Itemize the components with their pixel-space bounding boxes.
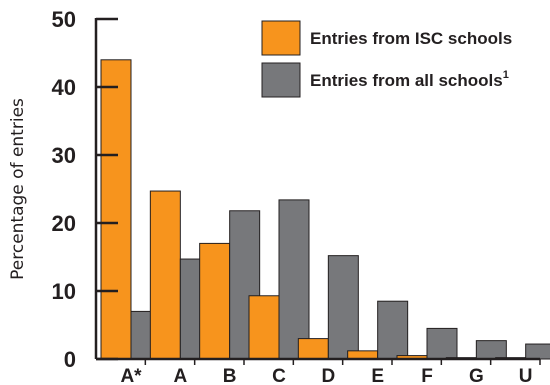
x-ticks [144,359,541,365]
x-tick-label: F [421,366,433,385]
legend-footnote-marker: 1 [503,69,509,81]
bars-layer [100,59,550,360]
legend-label-isc: Entries from ISC schools [310,29,512,48]
x-tick-label: C [272,366,286,385]
y-tick-label: 50 [52,7,76,32]
legend-swatch-isc [261,20,301,56]
legend: Entries from ISC schools Entries from all… [261,20,512,98]
legend-label-all: Entries from all schools1 [310,69,509,90]
x-tick-label: E [371,366,384,385]
x-tick-label: A [173,366,187,385]
bar-isc-D [297,338,329,360]
y-tick-label: 40 [52,75,76,100]
bar-all-G [475,340,507,360]
y-tick-label: 10 [52,279,76,304]
y-tick-label: 20 [52,211,76,236]
bar-all-U [525,343,550,360]
bar-isc-A [149,190,181,360]
x-tick-label: D [321,366,335,385]
bar-isc-C [248,295,280,360]
x-category-labels: A* A B C D E F G U [120,366,532,385]
bar-isc-B [199,242,231,360]
y-tick-label: 0 [64,347,76,372]
x-tick-label: B [223,366,237,385]
bar-all-C [278,199,310,360]
legend-swatch-all [261,62,301,98]
x-tick-label: A* [120,366,142,385]
bar-isc-Astar [100,59,132,360]
bar-all-E [377,300,409,360]
y-axis-label: Percentage of entries [8,98,28,280]
bar-all-F [426,327,458,360]
x-tick-label: G [469,366,484,385]
bar-all-D [327,255,359,360]
x-tick-label: U [519,366,533,385]
y-tick-label: 30 [52,143,76,168]
y-ticks: 0 10 20 30 40 50 [52,7,118,372]
